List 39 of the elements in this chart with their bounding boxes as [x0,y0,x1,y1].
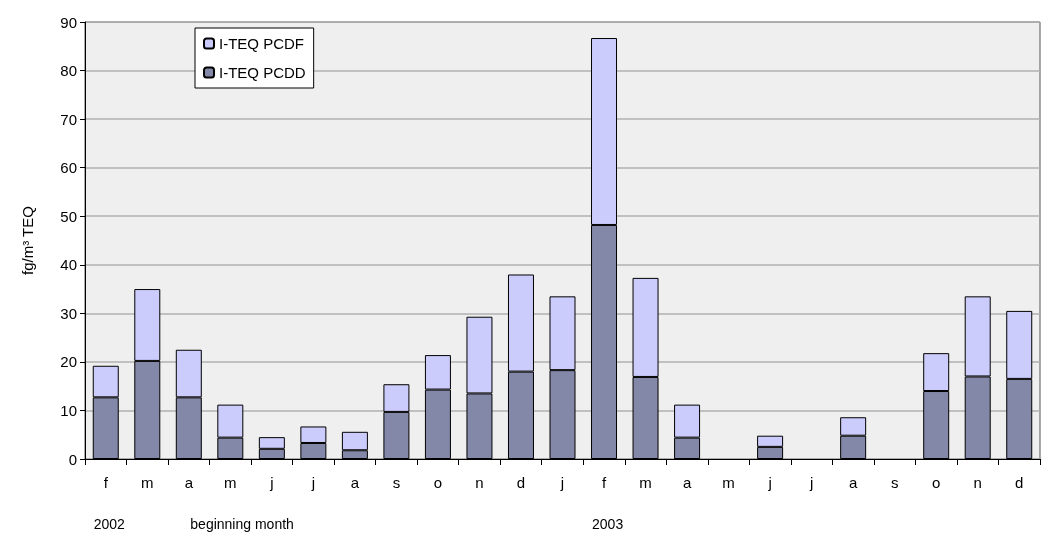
y-tick-label: 70 [60,110,77,128]
x-tick-label: m [141,474,154,491]
x-tick-label: j [310,474,316,491]
y-tick-label: 60 [60,159,77,177]
x-tick-label: f [601,474,607,491]
y-tick-label: 10 [60,401,77,419]
x-tick-label: o [433,474,443,491]
x-tick-label: m [722,474,735,491]
y-axis-title: fg/m³ TEQ [19,206,36,275]
x-tick-label: n [973,474,982,491]
x-tick-label: m [639,474,652,491]
y-tick-label: 0 [68,450,77,468]
legend-label: I-TEQ PCDD [219,64,306,81]
y-tick-label: 80 [60,62,77,80]
y-tick-label: 20 [60,353,77,371]
x-tick-label: a [350,474,360,491]
legend-label: I-TEQ PCDF [219,35,304,52]
x-tick-label: j [559,474,565,491]
text: 2002 [93,516,126,532]
y-tick-label: 30 [60,304,77,322]
text: 2003 [592,516,624,532]
y-tick-label: 90 [60,13,77,31]
x-tick-label: d [1015,474,1024,491]
x-tick-label: f [103,474,109,491]
x-tick-label: n [475,474,484,491]
x-tick-label: a [184,474,194,491]
text: beginning month [190,516,294,532]
x-tick-label: d [516,474,526,491]
y-tick-label: 40 [60,256,77,274]
x-tick-label: a [848,474,858,491]
x-tick-label: s [392,474,401,491]
y-tick-label: 50 [60,207,77,225]
x-tick-label: o [932,474,941,491]
x-tick-label: j [767,474,772,491]
x-tick-label: a [682,474,692,491]
x-tick-label: m [224,474,237,491]
x-tick-label: s [890,474,899,491]
x-tick-label: j [269,474,274,491]
x-tick-label: j [808,474,814,491]
